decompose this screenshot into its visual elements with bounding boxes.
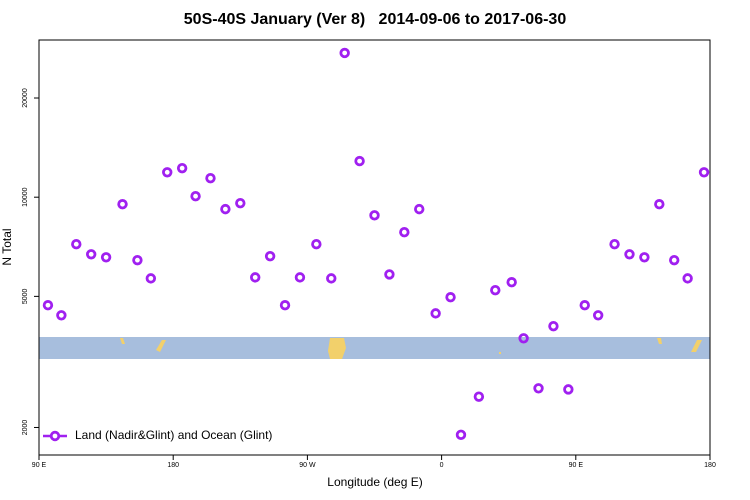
data-point [445, 292, 456, 303]
y-tick-label: 2000 [22, 420, 29, 436]
plot-frame [38, 39, 711, 456]
data-point [609, 238, 620, 250]
chart-title: 50S-40S January (Ver 8) 2014-09-06 to 20… [184, 11, 567, 28]
data-point [654, 199, 665, 210]
data-point [399, 226, 410, 238]
data-point [176, 162, 188, 174]
data-point [563, 384, 574, 395]
x-tick-label: 90 E [569, 462, 584, 469]
data-point [354, 155, 365, 167]
data-point [117, 199, 128, 210]
y-tick-label: 20000 [22, 88, 29, 108]
data-point [473, 391, 485, 402]
data-point [132, 254, 143, 266]
data-point [326, 273, 337, 284]
x-tick-label: 180 [704, 462, 716, 469]
x-tick-label: 90 W [299, 462, 316, 469]
data-point [518, 333, 529, 344]
data-point [430, 308, 441, 319]
data-point [369, 210, 380, 221]
x-axis-label: Longitude (deg E) [327, 475, 422, 489]
data-point [669, 254, 680, 266]
data-point [624, 249, 635, 260]
data-point [490, 285, 501, 296]
data-point [639, 252, 650, 263]
legend-label: Land (Nadir&Glint) and Ocean (Glint) [75, 428, 272, 442]
land-ocean-strip [39, 337, 710, 359]
data-point [506, 277, 517, 288]
data-point [294, 272, 306, 283]
data-point [311, 238, 322, 250]
data-point [100, 252, 112, 263]
x-tick-label: 180 [167, 462, 179, 469]
data-point [235, 197, 246, 209]
data-point [339, 47, 350, 59]
data-point [533, 383, 544, 394]
data-point [145, 273, 157, 284]
data-point [56, 310, 67, 321]
ocean-band [39, 337, 710, 359]
x-tick-label: 90 E [32, 462, 47, 469]
data-point [190, 190, 201, 202]
data-point [698, 167, 710, 178]
y-axis-label: N Total [0, 228, 14, 265]
data-point [71, 238, 82, 250]
y-tick-label: 5000 [22, 288, 29, 304]
y-tick-label: 10000 [22, 187, 29, 207]
data-point [279, 300, 291, 311]
data-point [162, 167, 173, 178]
data-point [250, 272, 261, 283]
data-point [579, 300, 590, 311]
legend-marker [49, 430, 61, 442]
data-point [592, 310, 604, 321]
data-point [414, 203, 425, 215]
data-point [384, 269, 395, 280]
data-point [264, 251, 276, 262]
data-point [548, 320, 559, 332]
data-point [455, 429, 467, 441]
data-point [205, 172, 216, 184]
data-point [85, 249, 97, 260]
data-point [42, 300, 54, 311]
data-point [682, 273, 693, 284]
data-point [220, 203, 231, 215]
x-tick-label: 0 [440, 462, 444, 469]
